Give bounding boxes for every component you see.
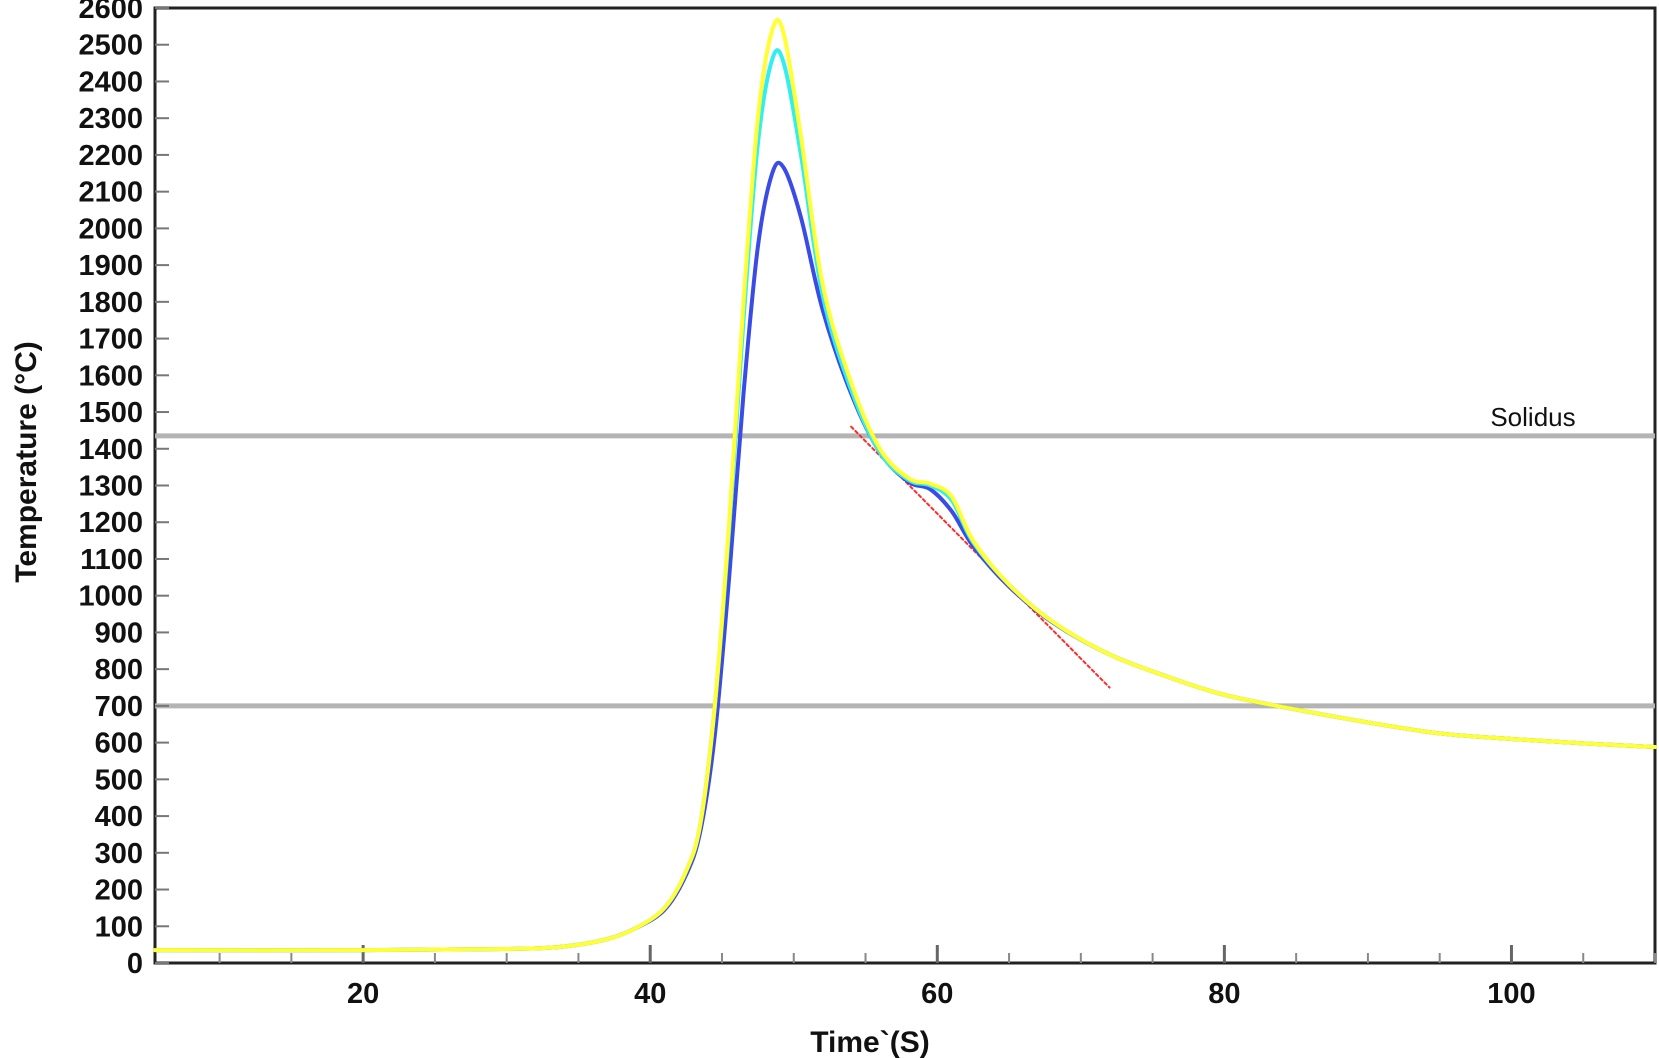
y-tick-label: 700 bbox=[95, 691, 143, 723]
y-tick-label: 900 bbox=[95, 617, 143, 649]
y-tick-label: 0 bbox=[127, 948, 143, 980]
y-tick-label: 2400 bbox=[78, 66, 143, 98]
y-tick-label: 2600 bbox=[78, 0, 143, 25]
y-tick-label: 2100 bbox=[78, 177, 143, 209]
y-axis-title: Temperature (°C) bbox=[10, 341, 43, 582]
y-tick-label: 1200 bbox=[78, 507, 143, 539]
x-tick-label: 20 bbox=[347, 978, 379, 1010]
x-tick-label: 60 bbox=[921, 978, 953, 1010]
y-tick-label: 1000 bbox=[78, 581, 143, 613]
y-tick-label: 1100 bbox=[80, 544, 143, 576]
tick-labels: Solidus 0 100 200 300 400 500 600 700 800 900 1000 1… bbox=[78, 0, 1575, 1010]
y-tick-label: 2300 bbox=[78, 103, 143, 135]
y-tick-label: 2000 bbox=[78, 213, 143, 245]
y-tick-label: 400 bbox=[95, 801, 143, 833]
series-line-0 bbox=[153, 17, 1657, 953]
y-tick-label: 1500 bbox=[78, 397, 143, 429]
y-tick-label: 300 bbox=[95, 838, 143, 870]
y-tick-label: 2200 bbox=[78, 140, 143, 172]
y-tick-label: 1600 bbox=[78, 360, 143, 392]
y-tick-label: 1900 bbox=[78, 250, 143, 282]
x-tick-label: 80 bbox=[1208, 978, 1240, 1010]
series-lines bbox=[153, 17, 1657, 953]
plot-frame bbox=[153, 6, 1657, 965]
x-tick-label: 100 bbox=[1487, 978, 1535, 1010]
y-tick-label: 800 bbox=[95, 654, 143, 686]
y-tick-label: 1700 bbox=[78, 324, 143, 356]
y-tick-label: 500 bbox=[95, 764, 143, 796]
x-axis-title: Time`(S) bbox=[810, 1026, 929, 1058]
y-tick-label: 1300 bbox=[78, 471, 143, 503]
reference-lines bbox=[155, 433, 1655, 709]
x-tick-label: 40 bbox=[634, 978, 666, 1010]
y-tick-label: 100 bbox=[95, 911, 143, 943]
axis-ticks bbox=[155, 7, 1656, 964]
y-tick-label: 200 bbox=[95, 875, 143, 907]
y-tick-label: 600 bbox=[95, 728, 143, 760]
y-tick-label: 1800 bbox=[78, 287, 143, 319]
y-tick-label: 2500 bbox=[78, 30, 143, 62]
y-tick-label: 1400 bbox=[78, 434, 143, 466]
reference-line-label: Solidus bbox=[1490, 402, 1575, 432]
